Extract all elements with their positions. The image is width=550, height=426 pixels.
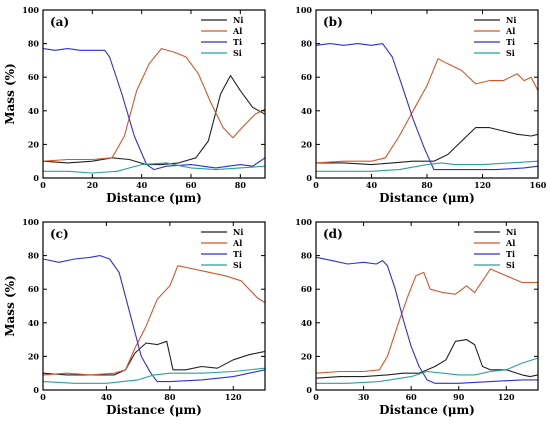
y-tick-label: 60 <box>28 72 40 82</box>
y-tick-label: 80 <box>28 251 40 261</box>
series-line-si <box>316 357 538 384</box>
plot-frame <box>42 221 266 391</box>
legend-label-al: Al <box>232 26 242 36</box>
plot-frame <box>315 221 539 391</box>
chart-panel-2: 0 40 80 120 160 0 20 40 60 80 100 Distance (μm) (b) N… <box>295 5 546 205</box>
series-line-si <box>316 160 538 172</box>
y-tick-label: 20 <box>301 351 313 361</box>
x-tick-label: 40 <box>101 392 113 402</box>
legend-label-al: Al <box>232 238 242 248</box>
series-line-ti <box>316 256 538 384</box>
panel-label: (c) <box>50 227 69 241</box>
y-tick-label: 100 <box>295 5 312 15</box>
legend-label-si: Si <box>233 260 242 270</box>
x-tick-label: 20 <box>87 180 99 190</box>
x-axis-title: Distance (μm) <box>106 403 202 417</box>
series-line-al <box>43 265 265 376</box>
legend-label-si: Si <box>233 48 242 58</box>
series-line-al <box>316 268 538 374</box>
legend-label-si: Si <box>506 260 515 270</box>
series-line-ti <box>43 48 265 171</box>
y-tick-label: 0 <box>33 385 39 395</box>
y-tick-label: 0 <box>306 173 312 183</box>
series-line-al <box>43 48 265 162</box>
legend-label-ni: Ni <box>233 15 243 25</box>
legend-label-ti: Ti <box>233 37 242 47</box>
y-tick-label: 40 <box>301 106 313 116</box>
legend-label-si: Si <box>506 48 515 58</box>
series-line-al <box>316 58 538 164</box>
legend-label-ni: Ni <box>506 227 516 237</box>
series-line-ni <box>316 127 538 166</box>
x-tick-label: 120 <box>498 392 515 402</box>
legend-label-ti: Ti <box>506 37 515 47</box>
y-axis-title: Mass (%) <box>3 275 17 337</box>
x-tick-label: 80 <box>421 180 433 190</box>
series-line-ni <box>316 339 538 379</box>
series-line-ni <box>43 340 265 376</box>
series-line-si <box>43 162 265 174</box>
x-tick-label: 80 <box>235 180 247 190</box>
x-axis-title: Distance (μm) <box>379 191 475 205</box>
x-tick-label: 90 <box>453 392 465 402</box>
legend-label-ti: Ti <box>233 249 242 259</box>
x-tick-label: 40 <box>136 180 148 190</box>
x-tick-label: 0 <box>313 180 319 190</box>
y-tick-label: 20 <box>301 139 313 149</box>
legend-label-al: Al <box>505 238 515 248</box>
y-tick-label: 20 <box>28 351 40 361</box>
y-tick-label: 0 <box>306 385 312 395</box>
chart-panel-4: 0 30 60 90 120 0 20 40 60 80 100 Distance (μm) (d) Ni… <box>295 217 539 417</box>
panel-label: (a) <box>50 15 69 29</box>
y-tick-label: 80 <box>301 39 313 49</box>
x-tick-label: 80 <box>164 392 176 402</box>
series-line-ni <box>43 74 265 166</box>
x-axis-title: Distance (μm) <box>106 191 202 205</box>
x-tick-label: 0 <box>40 392 46 402</box>
y-tick-label: 100 <box>22 5 39 15</box>
series-line-ti <box>316 43 538 171</box>
x-tick-label: 60 <box>185 180 197 190</box>
y-tick-label: 40 <box>301 318 313 328</box>
y-tick-label: 60 <box>28 284 40 294</box>
x-tick-label: 160 <box>530 180 547 190</box>
y-tick-label: 100 <box>22 217 39 227</box>
y-tick-label: 60 <box>301 284 313 294</box>
series-line-si <box>43 367 265 384</box>
x-tick-label: 0 <box>40 180 46 190</box>
chart-panel-1: 0 20 40 60 80 0 20 40 60 80 100 Distance (μm) Mass (… <box>3 5 266 205</box>
panel-label: (d) <box>323 227 343 241</box>
legend-label-al: Al <box>505 26 515 36</box>
x-tick-label: 0 <box>313 392 319 402</box>
x-tick-label: 40 <box>366 180 378 190</box>
legend-label-ni: Ni <box>233 227 243 237</box>
panel-label: (b) <box>323 15 343 29</box>
plot-frame <box>42 9 266 179</box>
x-axis-title: Distance (μm) <box>379 403 475 417</box>
y-axis-title: Mass (%) <box>3 63 17 125</box>
x-tick-label: 120 <box>474 180 491 190</box>
y-tick-label: 40 <box>28 106 40 116</box>
x-tick-label: 30 <box>358 392 370 402</box>
x-tick-label: 120 <box>225 392 242 402</box>
y-tick-label: 100 <box>295 217 312 227</box>
x-tick-label: 60 <box>406 392 418 402</box>
y-tick-label: 80 <box>301 251 313 261</box>
legend-label-ni: Ni <box>506 15 516 25</box>
y-tick-label: 20 <box>28 139 40 149</box>
series-line-ti <box>43 255 265 383</box>
y-tick-label: 80 <box>28 39 40 49</box>
y-tick-label: 40 <box>28 318 40 328</box>
chart-panel-3: 0 40 80 120 0 20 40 60 80 100 Distance (μm) Mass (%… <box>3 217 266 417</box>
y-tick-label: 60 <box>301 72 313 82</box>
y-tick-label: 0 <box>33 173 39 183</box>
legend-label-ti: Ti <box>506 249 515 259</box>
